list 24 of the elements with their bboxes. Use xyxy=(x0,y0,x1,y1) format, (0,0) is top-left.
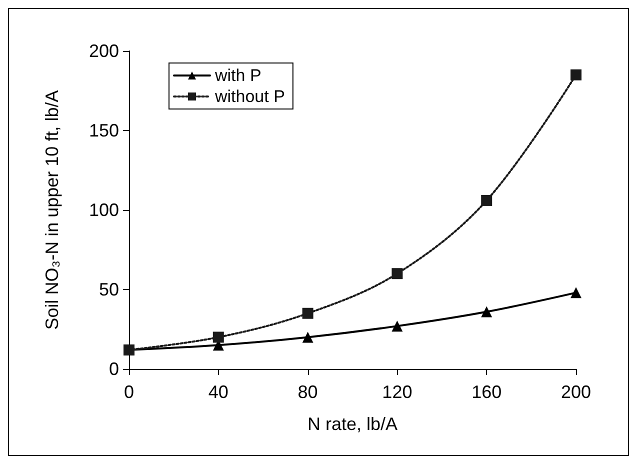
x-tick-label: 80 xyxy=(298,382,318,402)
x-tick-label: 160 xyxy=(472,382,502,402)
point xyxy=(302,308,314,319)
x-axis-title: N rate, lb/A xyxy=(307,414,398,434)
point xyxy=(570,287,582,298)
point xyxy=(392,320,403,332)
point xyxy=(392,268,403,280)
x-tick-label: 0 xyxy=(124,382,134,402)
point xyxy=(212,332,224,343)
point xyxy=(481,306,492,318)
x-tick-label: 200 xyxy=(560,382,592,402)
legend-label: without P xyxy=(214,87,285,106)
y-axis-title: Soil NO₃-N in upper 10 ft, lb/A xyxy=(42,90,62,330)
y-tick-label: 0 xyxy=(108,359,119,379)
point xyxy=(302,332,314,343)
x-tick-label: 120 xyxy=(382,382,412,402)
y-tick-label: 50 xyxy=(98,280,119,300)
y-tick-label: 200 xyxy=(88,41,119,61)
y-tick-label: 100 xyxy=(88,200,119,220)
point xyxy=(481,194,492,206)
x-tick-label: 40 xyxy=(208,382,228,402)
legend-label: with P xyxy=(214,66,262,85)
y-tick-label: 150 xyxy=(88,120,119,140)
point xyxy=(570,69,582,80)
